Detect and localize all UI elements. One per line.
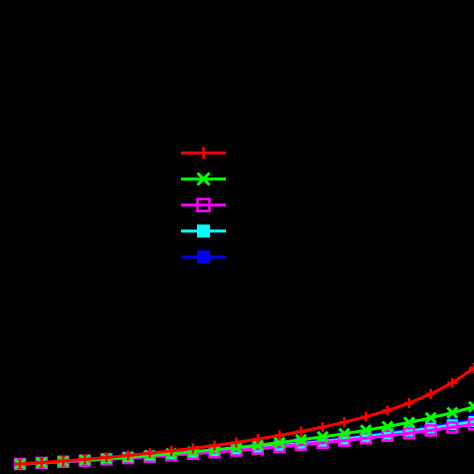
- series-1-point-3: [58, 456, 69, 467]
- series-3-point-18: [381, 429, 394, 443]
- series-1-point-15: [317, 422, 328, 433]
- legend-entry-5: [181, 250, 226, 264]
- series-1: [15, 363, 474, 469]
- series-1-point-10: [209, 440, 220, 451]
- series-1-point-2: [36, 457, 47, 468]
- legend-marker-5: [197, 250, 210, 264]
- legend-marker-4: [197, 224, 210, 238]
- legend-marker-2: [196, 171, 211, 187]
- series-1-point-8: [166, 445, 177, 456]
- series-3-point-19: [402, 426, 416, 440]
- legend-marker-3: [196, 197, 211, 213]
- series-1-point-9: [187, 443, 198, 454]
- series-2-point-14: [294, 433, 308, 446]
- series-1-point-22: [469, 363, 474, 373]
- series-2-point-19: [403, 416, 416, 429]
- legend-entry-2: [181, 171, 226, 187]
- legend-entry-1: [181, 147, 226, 159]
- legend-entry-3: [181, 197, 226, 213]
- series-3-point-17: [359, 431, 373, 445]
- series-1-point-20: [425, 388, 436, 399]
- series-1-point-13: [274, 430, 285, 441]
- legend-entry-4: [181, 224, 226, 238]
- series-2-point-12: [251, 439, 264, 452]
- series-1-point-14: [296, 426, 307, 437]
- series-2-point-16: [338, 427, 351, 440]
- series-2-point-15: [316, 430, 329, 443]
- series-3-point-20: [424, 424, 438, 437]
- series-1-point-19: [404, 398, 415, 409]
- series-layer: [13, 363, 474, 471]
- legend: [181, 147, 226, 264]
- series-3-point-22: [467, 418, 474, 431]
- series-1-point-5: [101, 452, 112, 463]
- series-3-point-21: [446, 421, 459, 434]
- series-2-point-20: [424, 411, 437, 424]
- series-2-point-22: [467, 400, 474, 413]
- series-1-point-1: [15, 459, 25, 469]
- series-1-point-4: [79, 454, 90, 465]
- series-2-point-13: [273, 436, 286, 449]
- series-1-line: [19, 366, 474, 466]
- series-2-point-21: [446, 406, 459, 419]
- series-1-point-12: [252, 434, 263, 445]
- series-1-point-21: [447, 377, 458, 388]
- series-1-point-6: [123, 450, 134, 461]
- series-1-point-11: [231, 437, 242, 448]
- series-1-point-16: [339, 417, 350, 428]
- legend-marker-1: [197, 147, 210, 159]
- series-2-point-18: [381, 420, 394, 433]
- series-2-point-17: [359, 424, 372, 437]
- series-1-point-18: [382, 405, 393, 416]
- series-1-point-17: [360, 411, 371, 422]
- series-1-point-7: [144, 448, 155, 459]
